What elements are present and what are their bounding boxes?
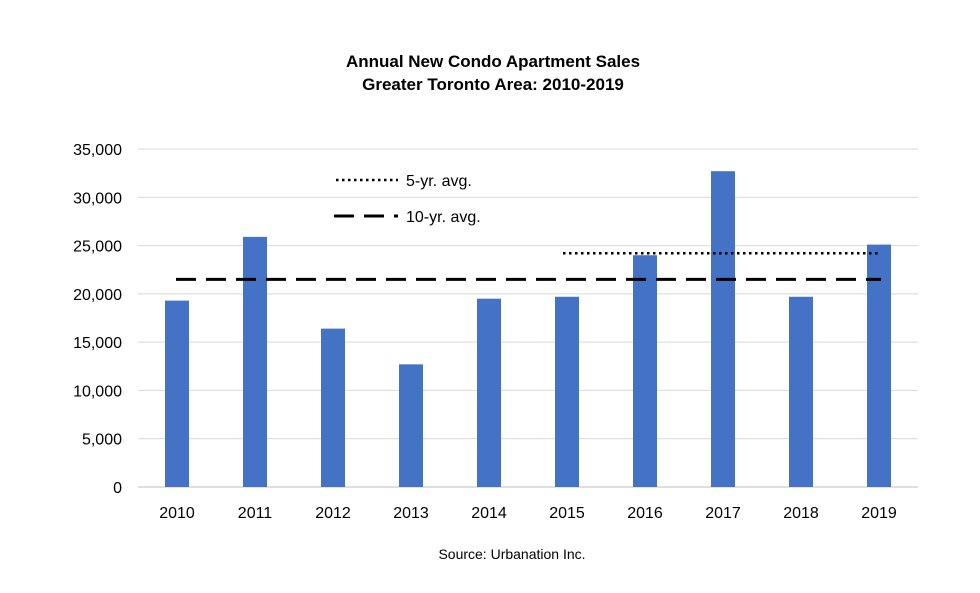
bar-2012 xyxy=(321,328,345,487)
y-tick-label: 25,000 xyxy=(73,239,122,256)
bar-2016 xyxy=(633,255,657,487)
legend: 5-yr. avg. 10-yr. avg. xyxy=(334,173,481,226)
gridlines xyxy=(138,148,918,488)
bar-2015 xyxy=(555,296,579,487)
legend-10yr-label: 10-yr. avg. xyxy=(406,209,481,226)
x-tick-label: 2017 xyxy=(705,505,741,522)
bar-2011 xyxy=(243,236,267,487)
x-tick-label: 2019 xyxy=(861,505,897,522)
x-axis-ticks: 2010 2011 2012 2013 2014 2015 2016 2017 2018 2019 xyxy=(159,505,897,522)
y-axis-ticks: 0 5,000 10,000 15,000 20,000 25,000 30,000 35,0… xyxy=(73,142,122,497)
x-tick-label: 2016 xyxy=(627,505,663,522)
y-tick-label: 15,000 xyxy=(73,335,122,352)
y-tick-label: 0 xyxy=(113,480,122,497)
x-tick-label: 2018 xyxy=(783,505,819,522)
bar-2017 xyxy=(711,171,735,487)
chart-title-line-2: Greater Toronto Area: 2010-2019 xyxy=(362,75,624,94)
bar-2014 xyxy=(477,298,501,487)
reference-lines xyxy=(176,252,881,281)
bar-2019 xyxy=(867,244,891,487)
x-tick-label: 2014 xyxy=(471,505,507,522)
x-tick-label: 2015 xyxy=(549,505,585,522)
x-tick-label: 2011 xyxy=(238,505,273,522)
y-tick-label: 5,000 xyxy=(82,432,122,449)
bar-2013 xyxy=(399,364,423,487)
bars xyxy=(165,171,891,487)
x-tick-label: 2012 xyxy=(315,505,351,522)
x-tick-label: 2013 xyxy=(393,505,429,522)
y-tick-label: 35,000 xyxy=(73,142,122,159)
source-note: Source: Urbanation Inc. xyxy=(438,546,585,562)
legend-5yr-label: 5-yr. avg. xyxy=(406,173,472,190)
chart-title-line-1: Annual New Condo Apartment Sales xyxy=(346,52,640,71)
y-tick-label: 30,000 xyxy=(73,190,122,207)
y-tick-label: 20,000 xyxy=(73,287,122,304)
bar-2018 xyxy=(789,296,813,487)
x-tick-label: 2010 xyxy=(159,505,195,522)
bar-2010 xyxy=(165,300,189,487)
y-tick-label: 10,000 xyxy=(73,383,122,400)
